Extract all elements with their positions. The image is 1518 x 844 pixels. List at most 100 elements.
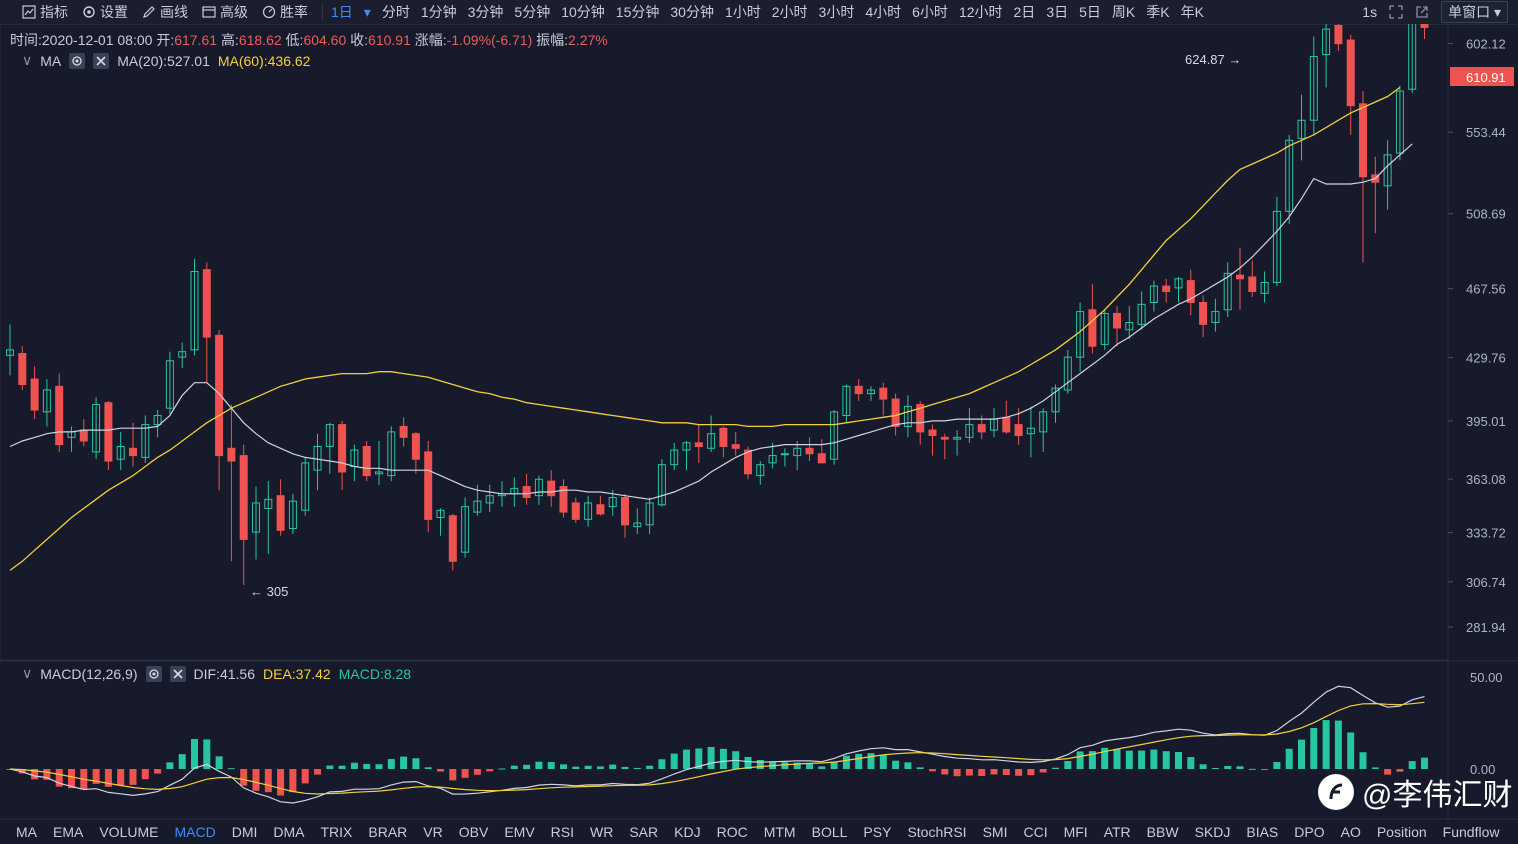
indicator-tab[interactable]: ATR <box>1103 824 1131 840</box>
price-tick-label: 467.56 <box>1466 282 1506 297</box>
close-icon[interactable] <box>93 52 110 69</box>
gauge-icon <box>262 5 276 19</box>
indicator-tab[interactable]: MA <box>16 824 37 840</box>
interval-option[interactable]: 周K <box>1111 4 1136 20</box>
collapse-chevron-icon[interactable]: ∨ <box>22 665 33 681</box>
indicator-tab[interactable]: Fundflow <box>1442 824 1500 840</box>
indicator-tab[interactable]: DMA <box>273 824 305 840</box>
indicator-tab[interactable]: DPO <box>1294 824 1325 840</box>
interval-option[interactable]: 3小时 <box>818 4 855 20</box>
interval-option[interactable]: 3分钟 <box>467 4 504 20</box>
macd-tick-label: 50.00 <box>1470 670 1503 685</box>
dif-line <box>9 685 1425 804</box>
indicator-tab[interactable]: OBV <box>458 824 489 840</box>
indicator-tab[interactable]: StochRSI <box>907 824 967 840</box>
time-value: 2020-12-01 08:00 <box>41 32 153 48</box>
indicator-tab[interactable]: VOLUME <box>99 824 159 840</box>
macd-histogram-bar <box>584 765 592 769</box>
indicator-tab[interactable]: EMA <box>53 824 84 840</box>
candle-body <box>1408 24 1417 90</box>
interval-option[interactable]: 分时 <box>381 4 410 20</box>
interval-option[interactable]: 30分钟 <box>670 4 714 20</box>
candle-body <box>79 429 88 442</box>
macd-histogram-bar <box>1125 750 1133 769</box>
win-rate-button[interactable]: 胜率 <box>262 2 308 22</box>
ma-legend: ∨ MA MA(20):527.01 MA(60):436.62 <box>22 52 310 69</box>
indicator-tab[interactable]: SMI <box>982 824 1008 840</box>
indicator-button[interactable]: 指标 <box>22 2 68 22</box>
high-marker: 624.87 → <box>1185 52 1241 67</box>
interval-option[interactable]: 2日 <box>1013 4 1036 20</box>
interval-option[interactable]: 10分钟 <box>561 4 605 20</box>
low-marker: ← 305 <box>250 584 288 599</box>
interval-option[interactable]: 年K <box>1180 4 1204 20</box>
interval-option[interactable]: 1分钟 <box>420 4 457 20</box>
advanced-button[interactable]: 高级 <box>202 2 248 22</box>
indicator-tab[interactable]: PSY <box>863 824 892 840</box>
candle-body <box>903 405 912 427</box>
indicator-tab[interactable]: TRIX <box>320 824 353 840</box>
interval-option[interactable]: 12小时 <box>958 4 1003 20</box>
indicator-tab[interactable]: AO <box>1340 824 1361 840</box>
indicator-tab[interactable]: SAR <box>629 824 659 840</box>
macd-histogram-bar <box>400 756 408 769</box>
indicator-tab[interactable]: MTM <box>763 824 796 840</box>
indicator-tab[interactable]: BIAS <box>1246 824 1279 840</box>
candle-body <box>1063 356 1072 391</box>
window-mode-select[interactable]: 单窗口 ▾ <box>1441 1 1508 23</box>
indicator-tab[interactable]: VR <box>423 824 443 840</box>
price-tick-label: 508.69 <box>1466 207 1506 222</box>
candle-body <box>657 464 666 506</box>
indicator-tab[interactable]: BBW <box>1146 824 1179 840</box>
indicator-tabs: MA EMA VOLUME MACD DMI DMA TRIX BRAR VR OBV EMV RSI… <box>0 820 1518 844</box>
interval-option[interactable]: 5日 <box>1079 4 1101 20</box>
indicator-tab[interactable]: MACD <box>174 824 216 840</box>
candle-body <box>1285 139 1294 212</box>
fullscreen-icon[interactable] <box>1389 5 1403 19</box>
dea-line <box>9 701 1425 795</box>
macd-histogram-bar <box>437 769 444 772</box>
candle-body <box>104 402 113 462</box>
candle-body <box>694 442 703 447</box>
collapse-chevron-icon[interactable]: ∨ <box>22 52 33 68</box>
indicator-tab[interactable]: BRAR <box>368 824 408 840</box>
interval-option[interactable]: 15分钟 <box>615 4 660 20</box>
macd-histogram-bar <box>1248 768 1256 770</box>
popout-icon[interactable] <box>1415 5 1429 19</box>
kline-chart[interactable]: 602.12 553.44 508.69 467.56 429.76 395.01 363.… <box>0 24 1518 820</box>
indicator-tab[interactable]: CCI <box>1023 824 1048 840</box>
interval-option[interactable]: 6小时 <box>912 4 948 20</box>
interval-option[interactable]: 5分钟 <box>514 4 551 20</box>
macd-histogram-bar <box>929 769 936 772</box>
candle-body <box>424 451 433 520</box>
macd-histogram-bar <box>412 758 420 769</box>
indicator-tab[interactable]: WR <box>590 824 614 840</box>
indicator-tab[interactable]: BOLL <box>811 824 848 840</box>
chevron-down-icon[interactable]: ▾ <box>363 3 371 20</box>
interval-option[interactable]: 1日 <box>331 4 353 20</box>
indicator-tab[interactable]: Position <box>1376 824 1427 840</box>
close-icon[interactable] <box>169 665 186 682</box>
macd-histogram-bar <box>707 747 715 769</box>
settings-button[interactable]: 设置 <box>82 2 128 22</box>
macd-histogram-bar <box>1334 720 1342 769</box>
candle-body <box>436 509 445 519</box>
indicator-tab[interactable]: SKDJ <box>1194 824 1231 840</box>
indicator-tab[interactable]: EMV <box>504 824 535 840</box>
interval-option[interactable]: 2小时 <box>771 4 808 20</box>
indicator-tab[interactable]: ROC <box>716 824 748 840</box>
indicator-tab[interactable]: DMI <box>231 824 258 840</box>
interval-option[interactable]: 4小时 <box>865 4 902 20</box>
gear-icon[interactable] <box>145 665 162 682</box>
refresh-rate[interactable]: 1s <box>1362 4 1378 20</box>
interval-option[interactable]: 3日 <box>1046 4 1069 20</box>
interval-option[interactable]: 1小时 <box>724 4 761 20</box>
gear-icon[interactable] <box>69 52 86 69</box>
draw-line-button[interactable]: 画线 <box>142 2 188 22</box>
macd-histogram-bar <box>572 766 580 769</box>
indicator-tab[interactable]: MFI <box>1063 824 1088 840</box>
interval-option[interactable]: 季K <box>1146 4 1170 20</box>
macd-histogram-bar <box>744 756 752 769</box>
indicator-tab[interactable]: RSI <box>550 824 575 840</box>
indicator-tab[interactable]: KDJ <box>674 824 701 840</box>
